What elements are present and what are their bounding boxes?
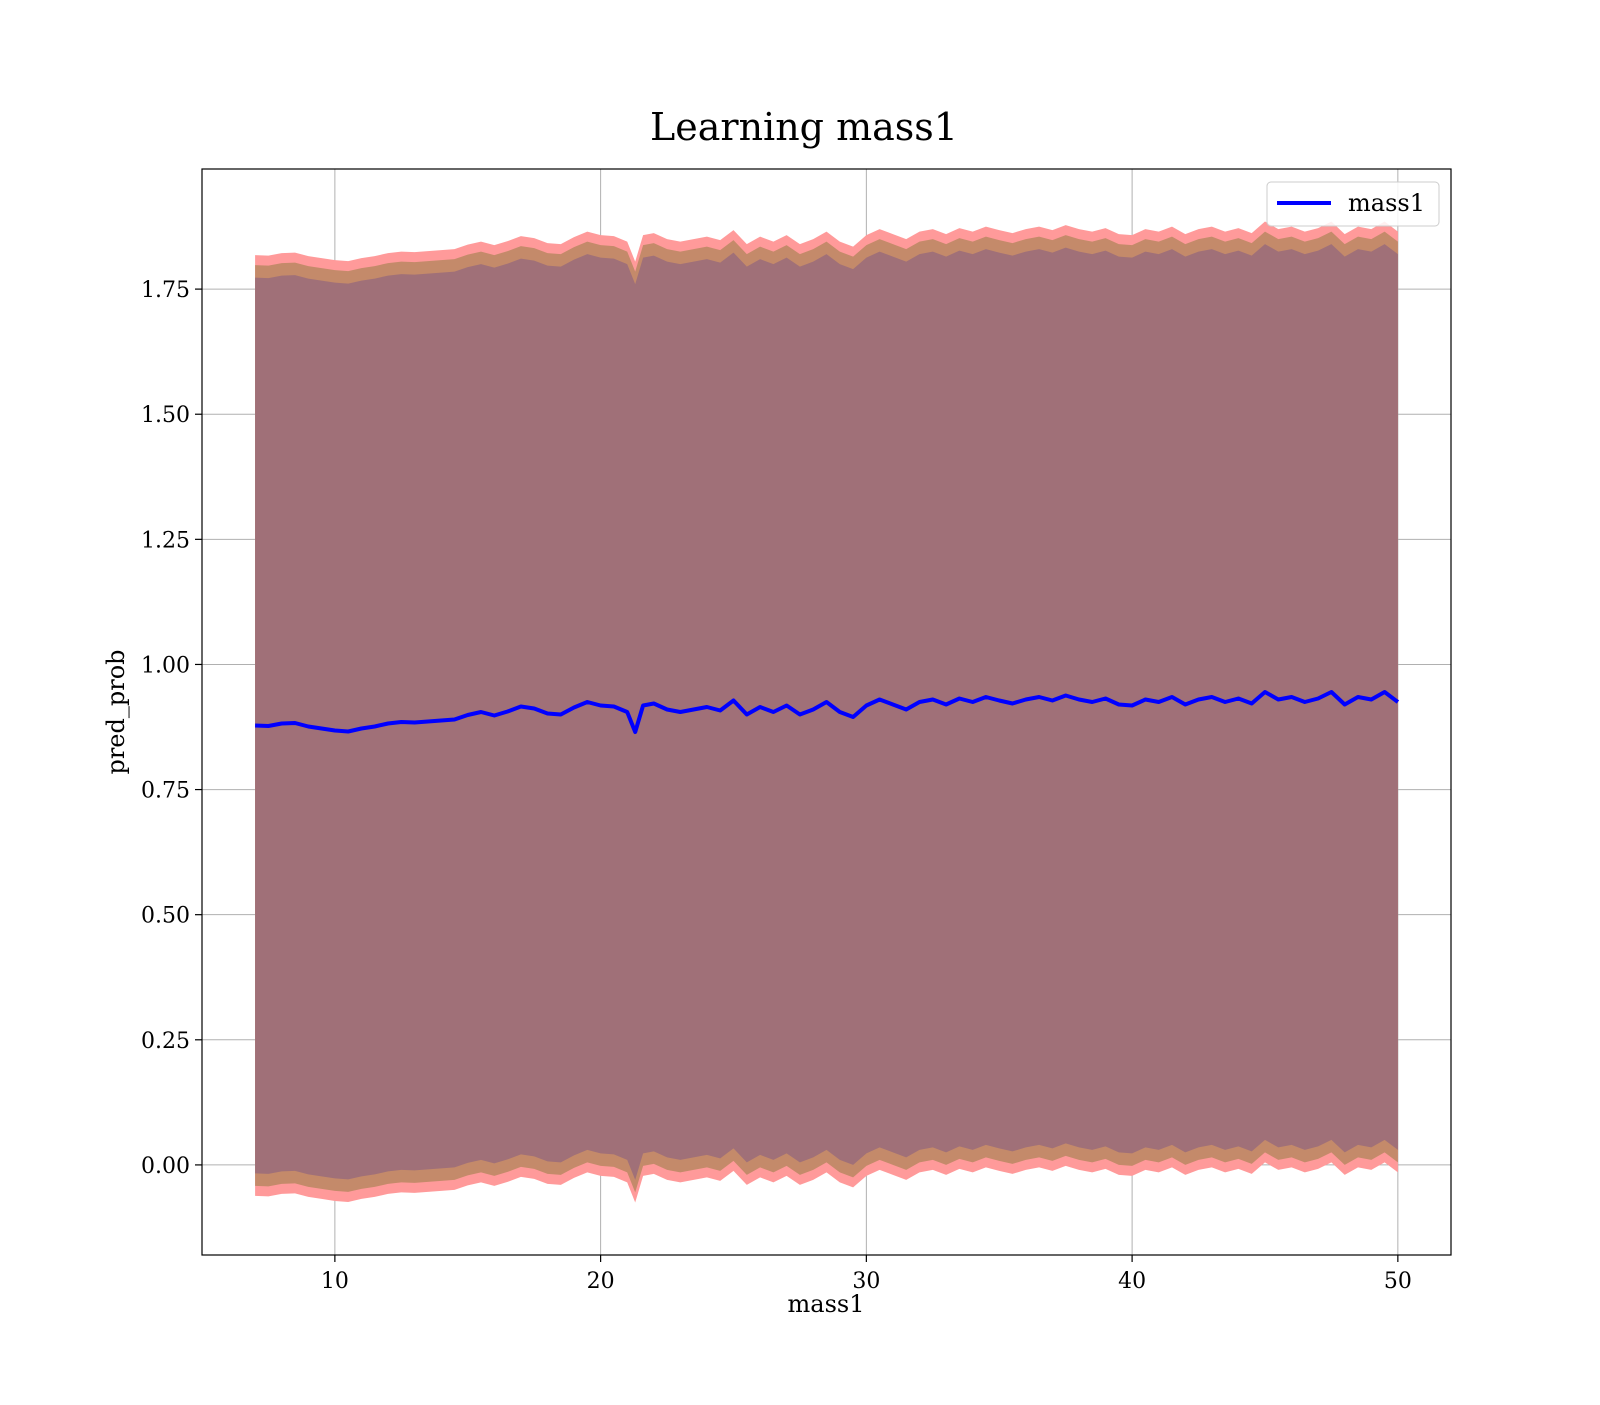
y-tick-label-2: 0.50 [141, 904, 190, 929]
legend: mass1 [1266, 181, 1440, 227]
y-tick-label-5: 1.25 [141, 528, 190, 553]
y-tick-label-6: 1.50 [141, 403, 190, 428]
x-axis-label: mass1 [788, 1290, 865, 1318]
y-tick-label-7: 1.75 [141, 278, 190, 303]
y-tick-label-0: 0.00 [141, 1154, 190, 1179]
y-axis-ticks: 0.00 0.25 0.50 0.75 1.00 1.25 1.50 1.75 [141, 278, 202, 1179]
x-tick-label-1: 20 [587, 1269, 615, 1294]
x-tick-label-2: 30 [852, 1269, 880, 1294]
band-inner [255, 244, 1398, 1180]
x-tick-label-0: 10 [321, 1269, 349, 1294]
series-line-mass1 [255, 690, 1400, 734]
y-tick-label-1: 0.25 [141, 1029, 190, 1054]
y-tick-label-4: 1.00 [141, 653, 190, 678]
uncertainty-bands [255, 221, 1398, 1203]
x-axis-ticks: 10 20 30 40 50 [321, 1255, 1412, 1294]
y-axis-label: pred_prob [102, 649, 130, 774]
chart-title: Learning mass1 [650, 105, 958, 149]
series-lines [255, 690, 1400, 734]
y-tick-label-3: 0.75 [141, 779, 190, 804]
plot-frame [201, 168, 1452, 1256]
legend-entry-mass1: mass1 [1348, 189, 1425, 217]
x-tick-label-3: 40 [1118, 1269, 1146, 1294]
x-tick-label-4: 50 [1384, 1269, 1412, 1294]
legend-box [1266, 181, 1440, 227]
